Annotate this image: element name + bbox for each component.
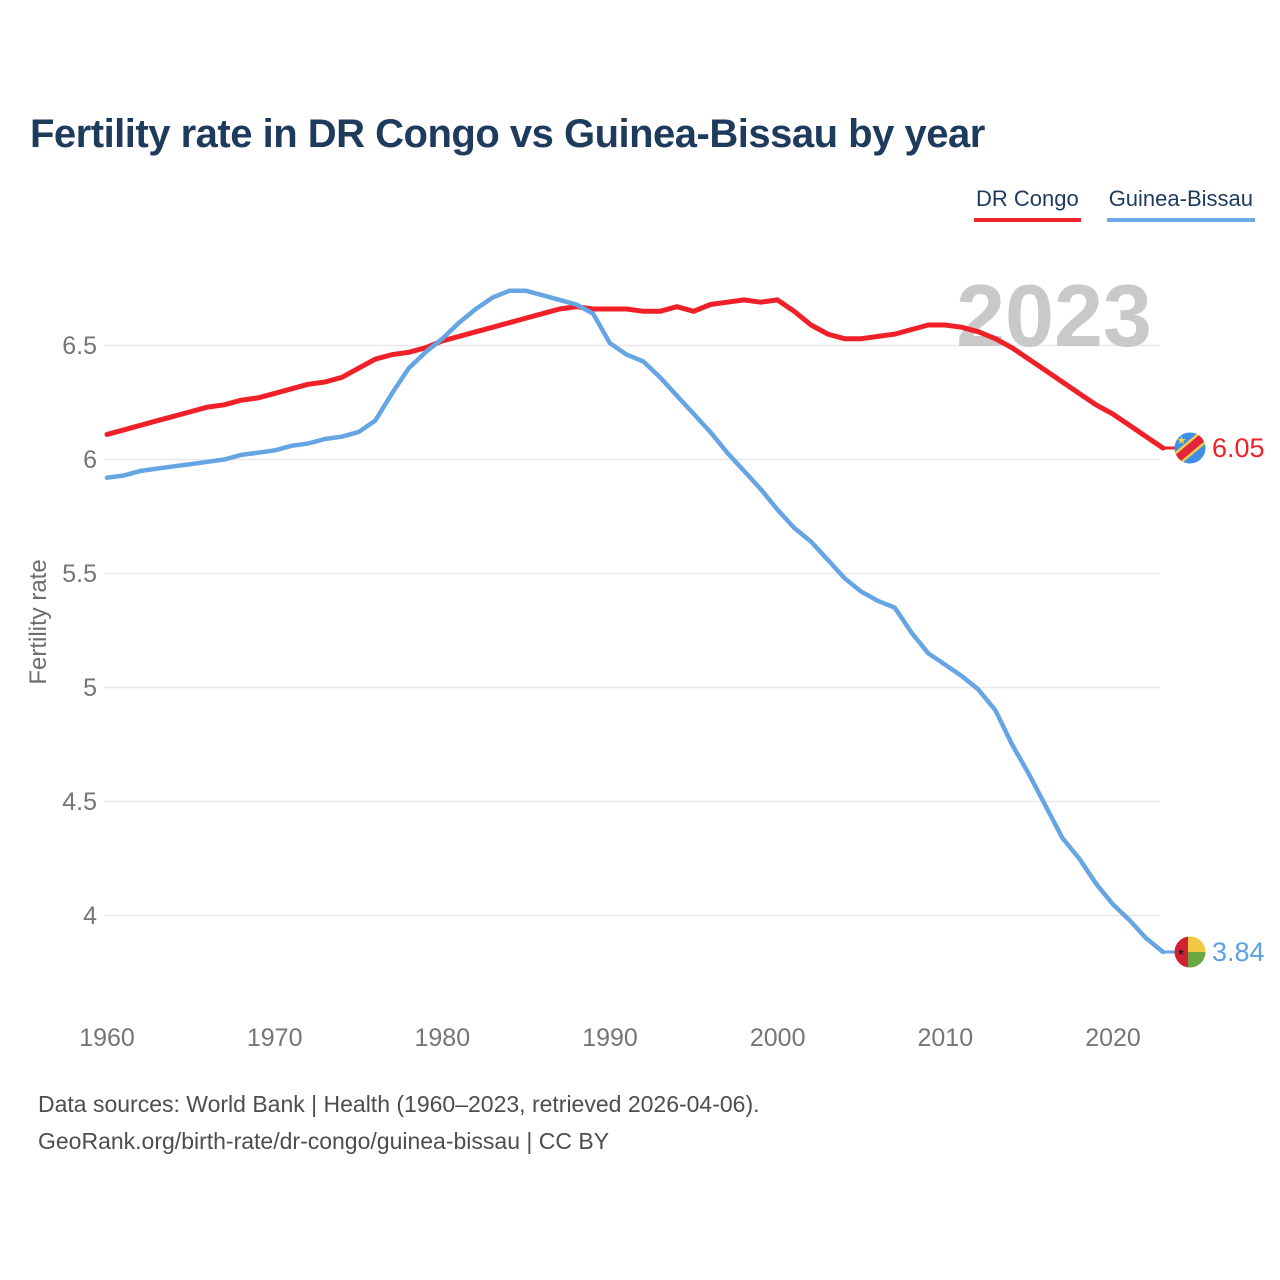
legend-label-dr-congo: DR Congo xyxy=(975,186,1079,211)
dr-congo-flag-icon xyxy=(1174,432,1206,464)
legend-item-dr-congo[interactable]: DR Congo xyxy=(973,186,1081,222)
x-tick-label: 1980 xyxy=(414,1024,470,1052)
x-tick-label: 2000 xyxy=(750,1024,806,1052)
footer-line-attribution: GeoRank.org/birth-rate/dr-congo/guinea-b… xyxy=(38,1128,610,1154)
gnb-star-icon xyxy=(1177,948,1185,955)
dr-congo-line xyxy=(104,297,1166,451)
x-tick-label: 2010 xyxy=(917,1024,973,1052)
legend-item-guinea-bissau[interactable]: Guinea-Bissau xyxy=(1106,186,1255,222)
y-tick-label: 6 xyxy=(83,446,97,474)
drc-star-icon xyxy=(1177,436,1186,445)
footer-line-sources: Data sources: World Bank | Health (1960–… xyxy=(38,1091,760,1117)
x-tick-label: 2020 xyxy=(1085,1024,1141,1052)
footer: Data sources: World Bank | Health (1960–… xyxy=(38,1086,760,1160)
end-value-label-guinea-bissau: 3.84 xyxy=(1212,937,1265,967)
page-title: Fertility rate in DR Congo vs Guinea-Bis… xyxy=(30,112,985,156)
y-tick-label: 4.5 xyxy=(62,788,97,816)
guinea-bissau-line xyxy=(104,288,1166,955)
legend-label-guinea-bissau: Guinea-Bissau xyxy=(1108,186,1253,211)
y-tick-label: 5 xyxy=(83,674,97,702)
x-tick-label: 1960 xyxy=(79,1024,135,1052)
x-tick-label: 1970 xyxy=(247,1024,303,1052)
gridlines xyxy=(104,344,1160,917)
y-tick-label: 6.5 xyxy=(62,332,97,360)
legend: DR Congo Guinea-Bissau xyxy=(973,186,1255,222)
year-watermark: 2023 xyxy=(956,266,1152,365)
y-tick-label: 4 xyxy=(83,902,97,930)
guinea-bissau-flag-icon xyxy=(1174,936,1206,968)
x-tick-label: 1990 xyxy=(582,1024,638,1052)
y-axis-title: Fertility rate xyxy=(25,559,52,684)
y-tick-label: 5.5 xyxy=(62,560,97,588)
end-value-label-dr-congo: 6.05 xyxy=(1212,433,1265,463)
